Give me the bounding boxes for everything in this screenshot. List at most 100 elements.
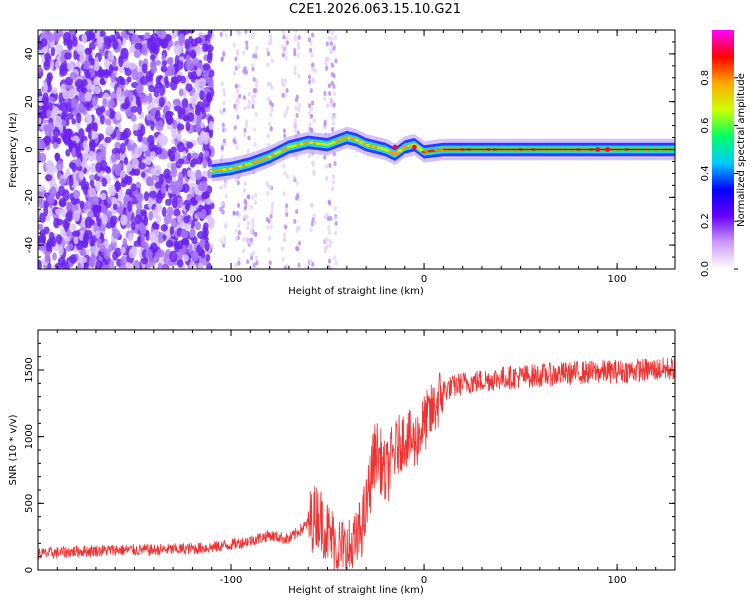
noise-blob bbox=[114, 111, 122, 121]
stripe-blob bbox=[307, 74, 312, 80]
noise-blob bbox=[95, 230, 101, 239]
noise-blob bbox=[132, 168, 141, 176]
noise-blob bbox=[81, 106, 88, 116]
stripe-blob bbox=[282, 232, 287, 238]
noise-blob bbox=[198, 136, 204, 146]
stripe-blob bbox=[244, 205, 248, 211]
noise-blob bbox=[146, 179, 155, 187]
noise-blob bbox=[206, 52, 213, 64]
stripe-blob bbox=[267, 96, 271, 102]
noise-blob bbox=[172, 30, 178, 37]
noise-blob bbox=[55, 137, 62, 145]
noise-blob bbox=[136, 235, 142, 245]
stripe-blob bbox=[329, 41, 333, 47]
noise-blob bbox=[72, 230, 81, 237]
stripe-blob bbox=[282, 34, 286, 40]
stripe-blob bbox=[310, 202, 314, 208]
noise-blob bbox=[163, 75, 169, 85]
noise-blob bbox=[123, 157, 129, 166]
noise-blob bbox=[181, 88, 187, 98]
noise-blob bbox=[143, 191, 149, 202]
noise-blob bbox=[133, 146, 143, 158]
noise-blob bbox=[131, 158, 140, 170]
noise-blob bbox=[85, 114, 93, 125]
noise-blob bbox=[91, 130, 99, 139]
noise-blob bbox=[180, 229, 189, 239]
stripe-blob bbox=[283, 133, 287, 139]
stripe-blob bbox=[251, 104, 255, 110]
stripe-blob bbox=[311, 162, 315, 168]
noise-blob bbox=[108, 259, 115, 269]
stripe-blob bbox=[330, 30, 335, 36]
noise-blob bbox=[163, 168, 171, 180]
noise-blob bbox=[103, 264, 110, 269]
noise-blob bbox=[60, 119, 67, 126]
noise-blob bbox=[149, 190, 157, 198]
y-tick-label: 1500 bbox=[24, 357, 35, 382]
noise-blob bbox=[69, 254, 77, 264]
stripe-blob bbox=[247, 135, 251, 141]
stripe-blob bbox=[247, 99, 251, 105]
stripe-blob bbox=[244, 123, 249, 129]
stripe-blob bbox=[297, 103, 301, 109]
x-tick-label: 100 bbox=[608, 575, 627, 586]
ridge-peak bbox=[257, 158, 263, 162]
noise-blob bbox=[119, 77, 126, 86]
noise-blob bbox=[59, 66, 68, 77]
noise-blob bbox=[176, 215, 183, 223]
noise-blob bbox=[95, 107, 104, 116]
stripe-blob bbox=[284, 78, 288, 84]
noise-blob bbox=[196, 67, 202, 77]
noise-blob bbox=[128, 232, 134, 243]
noise-blob bbox=[128, 248, 137, 259]
noise-blob bbox=[58, 92, 64, 103]
stripe-blob bbox=[331, 126, 335, 132]
stripe-blob bbox=[334, 221, 338, 227]
stripe-blob bbox=[223, 91, 227, 97]
stripe-blob bbox=[253, 231, 258, 237]
noise-blob bbox=[89, 174, 96, 181]
stripe-blob bbox=[297, 262, 301, 268]
stripe-blob bbox=[252, 262, 256, 268]
stripe-blob bbox=[268, 81, 273, 87]
noise-blob bbox=[59, 178, 67, 186]
stripe-blob bbox=[236, 180, 240, 186]
stripe-blob bbox=[280, 77, 285, 83]
stripe-blob bbox=[254, 111, 258, 117]
ridge-peak bbox=[254, 160, 259, 163]
noise-blob bbox=[134, 42, 143, 50]
noise-blob bbox=[52, 252, 57, 261]
noise-blob bbox=[148, 141, 155, 152]
stripe-blob bbox=[285, 212, 289, 218]
noise-blob bbox=[102, 98, 108, 108]
noise-blob bbox=[81, 33, 88, 44]
noise-blob bbox=[91, 32, 96, 39]
noise-blob bbox=[91, 96, 98, 107]
noise-blob bbox=[64, 52, 72, 60]
stripe-blob bbox=[246, 220, 251, 226]
noise-blob bbox=[55, 234, 63, 245]
noise-blob bbox=[68, 174, 74, 187]
stripe-blob bbox=[329, 97, 333, 103]
stripe-blob bbox=[267, 235, 272, 241]
noise-blob bbox=[149, 242, 158, 253]
y-tick-label: 500 bbox=[24, 494, 35, 513]
stripe-blob bbox=[327, 35, 331, 41]
noise-blob bbox=[173, 208, 181, 217]
stripe-blob bbox=[244, 236, 249, 242]
noise-blob bbox=[76, 242, 84, 251]
stripe-blob bbox=[283, 265, 287, 269]
noise-blob bbox=[73, 235, 79, 245]
stripe-blob bbox=[308, 121, 312, 127]
noise-blob bbox=[89, 219, 96, 226]
noise-blob bbox=[147, 92, 153, 104]
noise-blob bbox=[102, 69, 110, 76]
stripe-blob bbox=[311, 217, 315, 223]
noise-blob bbox=[126, 76, 132, 83]
stripe-blob bbox=[329, 47, 333, 53]
stripe-blob bbox=[307, 79, 312, 85]
noise-blob bbox=[46, 122, 55, 133]
stripe-blob bbox=[251, 99, 255, 105]
noise-blob bbox=[138, 59, 143, 68]
stripe-blob bbox=[222, 100, 226, 106]
